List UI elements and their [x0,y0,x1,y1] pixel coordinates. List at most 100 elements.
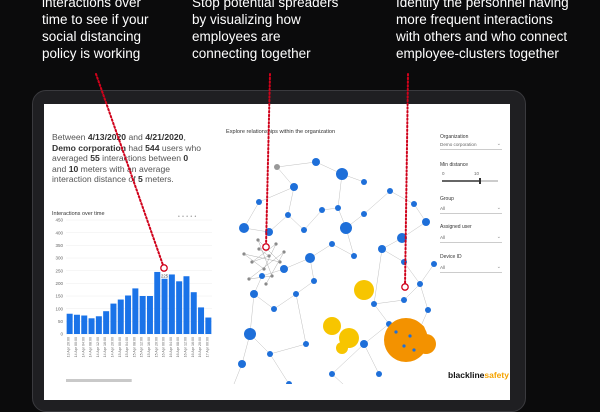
x-tick-label: 14 Apr 08:00 [89,337,93,357]
bar [154,271,161,334]
callout-line: interactions over [42,0,142,10]
y-tick-label: 400 [55,230,63,235]
network-node [431,261,437,267]
x-tick-label: 15 Apr 00:00 [118,337,122,357]
network-node [303,341,309,347]
more-options-icon[interactable]: • • • • • [178,214,197,220]
network-node [387,188,393,194]
network-node [239,223,249,233]
chevron-down-icon: ⌄ [496,264,501,270]
y-tick-label: 250 [55,268,63,273]
network-node [271,306,277,312]
group-select[interactable]: All ⌄ [440,205,502,214]
network-node [329,371,335,377]
x-tick-label: 16 Apr 20:00 [198,337,202,357]
network-edge [419,283,429,311]
network-node [319,207,325,213]
distance-slider[interactable] [440,177,504,185]
chevron-down-icon: ⌄ [496,234,501,240]
network-edge [273,293,297,310]
bar [110,303,117,334]
bar [95,316,102,334]
network-node [250,290,258,298]
bar [198,307,205,334]
chevron-down-icon: ⌄ [496,141,501,147]
network-edge [257,239,281,263]
callout-line: time to see if your [42,12,149,27]
y-tick-label: 50 [58,319,64,324]
callout-connectors [95,73,409,291]
network-edge [269,343,307,355]
x-tick-label: 15 Apr 20:00 [154,337,158,357]
assigned-user-select-value: All [440,235,446,240]
group-select-value: All [440,206,446,211]
bar [205,317,212,334]
network-node [293,291,299,297]
cluster-node [413,324,425,336]
summary-text: Between 4/13/2020 and 4/21/2020, Demo co… [52,132,202,185]
network-edge [373,299,405,305]
x-tick-label: 13 Apr 20:00 [67,337,71,357]
callout-connector-line [404,73,409,288]
y-tick-label: 200 [55,281,63,286]
network-node [301,227,307,233]
callout-personnel: Identify the personnel having more frequ… [396,0,569,62]
network-edge [243,253,265,270]
network-edge [331,373,344,384]
network-node-small [412,348,416,352]
network-node-small [408,334,412,338]
network-node-highlight [354,280,374,300]
network-node [378,245,386,253]
bar [66,313,73,334]
y-tick-label: 300 [55,256,63,261]
device-id-select-value: All [440,265,446,270]
callout-marker-icon [262,243,270,251]
callout-line: Stop potential spreaders [192,0,339,10]
network-edge [363,343,380,375]
network-node-highlight [336,342,348,354]
callout-line: by visualizing how [192,12,301,27]
bar [132,288,139,334]
assigned-user-select[interactable]: All ⌄ [440,234,502,243]
network-edge [263,243,277,270]
network-node [417,281,423,287]
network-node [340,222,352,234]
device-id-label: Device ID [440,254,462,260]
x-tick-label: 14 Apr 00:00 [74,337,78,357]
device-id-select[interactable]: All ⌄ [440,264,502,273]
relationship-network-graph[interactable] [214,144,439,384]
network-node [311,278,317,284]
network-edge [389,190,415,205]
network-edge [373,248,383,305]
bar [125,295,132,334]
network-edge [251,255,270,263]
bar [117,299,124,334]
network-edge [295,280,315,295]
min-distance-label: Min distance [440,162,469,168]
network-node [259,273,265,279]
y-tick-label: 450 [55,218,63,223]
network-edge [243,253,281,263]
x-tick-label: 16 Apr 12:00 [183,337,187,357]
network-title: Explore relationships within the organiz… [226,129,336,135]
organization-select[interactable]: Demo corporation ⌄ [440,141,502,150]
network-node [256,199,262,205]
network-node [351,253,357,259]
network-edge [287,214,305,231]
network-node [425,307,431,313]
network-edge [258,248,270,257]
cluster-node [416,334,436,354]
network-edge [276,161,317,168]
chart-scrollbar [66,379,132,382]
x-tick-label: 15 Apr 04:00 [125,337,129,357]
network-node [376,371,382,377]
network-node [238,360,246,368]
network-node [312,158,320,166]
network-edge [331,343,365,375]
min-distance-value: 0 [442,171,445,176]
network-edge [265,251,285,285]
network-edge [419,263,435,285]
network-edge [269,353,290,384]
network-node [336,168,348,180]
network-node-small [402,344,406,348]
